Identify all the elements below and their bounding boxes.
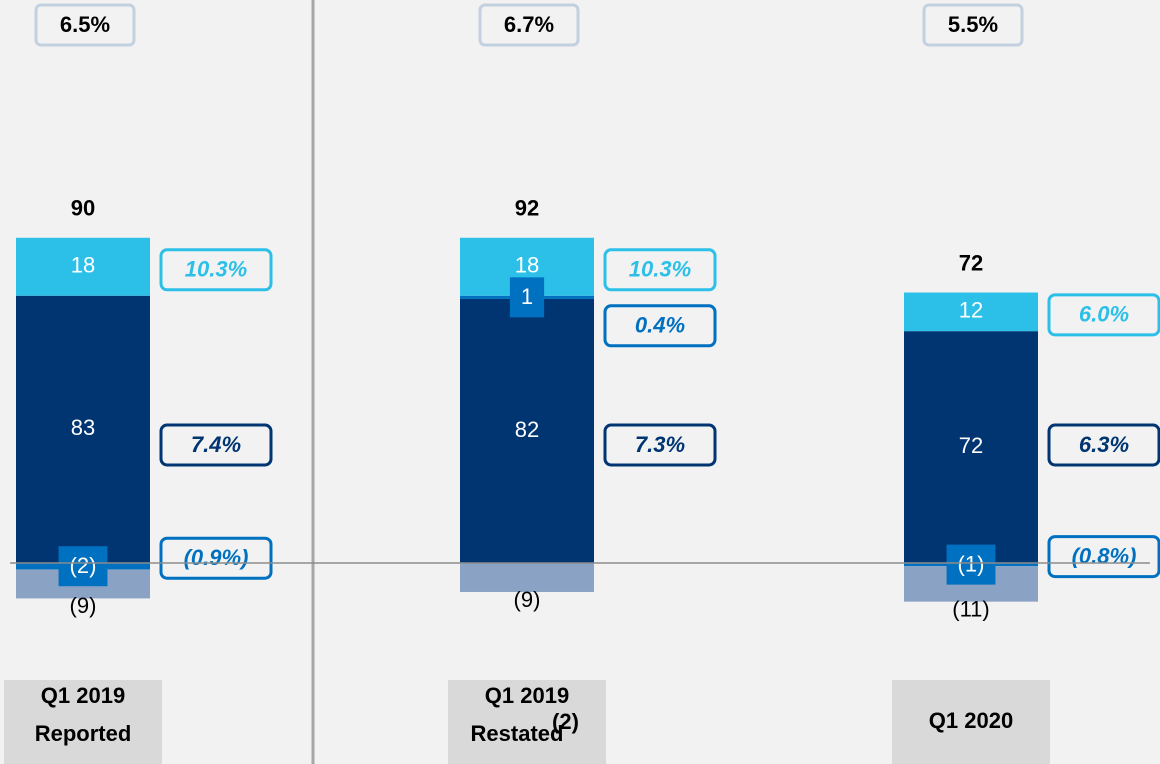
margin-label: 10.3% <box>629 257 691 282</box>
margin-box <box>1047 535 1160 579</box>
margin-box <box>1047 423 1160 467</box>
segment-badge: (1) <box>946 544 996 585</box>
segment-label: (2) <box>70 553 97 578</box>
margin-box <box>159 536 273 580</box>
top-box <box>922 3 1024 47</box>
top-box <box>478 3 580 47</box>
margin-box <box>603 248 717 292</box>
segment-badge: 1 <box>509 277 545 318</box>
margin-label: 7.3% <box>635 432 685 457</box>
segment-label: 1 <box>521 284 533 309</box>
segment-badge: (2) <box>58 546 108 587</box>
category-label: Reported <box>35 721 132 746</box>
segment-label: 18 <box>71 253 95 278</box>
margin-box <box>603 304 717 348</box>
margin-label: (0.8%) <box>1072 543 1137 568</box>
category-label: Q1 2019 <box>485 683 569 708</box>
badge-box <box>946 544 996 585</box>
top-label: 5.5% <box>948 12 998 37</box>
total-label: 90 <box>71 196 95 221</box>
margin-label: 6.3% <box>1079 432 1129 457</box>
total-label: 92 <box>515 196 539 221</box>
bar-segment <box>16 295 150 563</box>
category-box <box>448 680 606 764</box>
segment-label: (9) <box>70 593 97 618</box>
category-box <box>4 680 162 764</box>
category-label: Restated <box>471 721 564 746</box>
top-label: 6.5% <box>60 12 110 37</box>
segment-label: (9) <box>514 587 541 612</box>
category-label: Q1 2020 <box>929 708 1013 733</box>
margin-box <box>159 248 273 292</box>
category-superscript: (2) <box>552 709 579 734</box>
segment-label: 82 <box>515 417 539 442</box>
bar-segment <box>16 237 150 296</box>
margin-label: 10.3% <box>185 257 247 282</box>
segment-label: (11) <box>952 596 990 621</box>
margin-label: 0.4% <box>635 313 685 338</box>
segment-label: 83 <box>71 415 95 440</box>
bar-segment <box>460 298 594 563</box>
bar-segment <box>904 331 1038 563</box>
margin-box <box>1047 293 1160 337</box>
top-label: 6.7% <box>504 12 554 37</box>
margin-label: 6.0% <box>1079 302 1129 327</box>
badge-box <box>509 277 545 318</box>
segment-label: (1) <box>958 551 985 576</box>
margin-label: (0.9%) <box>184 545 249 570</box>
margin-box <box>603 423 717 467</box>
category-label: Q1 2019 <box>41 683 125 708</box>
segment-label: 18 <box>515 253 539 278</box>
segment-label: 72 <box>959 433 983 458</box>
bar-segment <box>904 292 1038 332</box>
category-box <box>892 680 1050 764</box>
total-label: 72 <box>959 250 983 275</box>
margin-label: 7.4% <box>191 432 241 457</box>
segment-label: 12 <box>959 298 983 323</box>
margin-box <box>159 423 273 467</box>
bar-segment <box>460 563 594 592</box>
badge-box <box>58 546 108 587</box>
top-box <box>34 3 136 47</box>
